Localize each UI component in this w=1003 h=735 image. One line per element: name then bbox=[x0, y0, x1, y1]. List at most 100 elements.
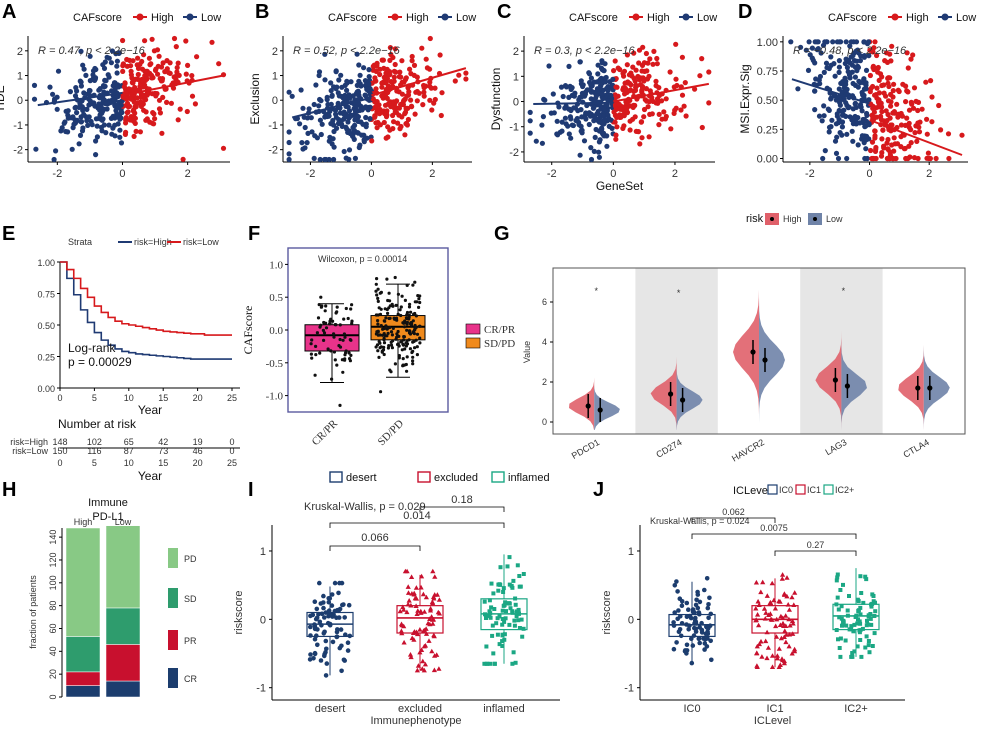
jitter-point bbox=[375, 293, 379, 297]
jitter-point bbox=[783, 632, 790, 637]
data-point bbox=[592, 97, 598, 103]
data-point bbox=[875, 64, 881, 71]
y-tick-label: -1 bbox=[13, 120, 23, 132]
data-point bbox=[632, 78, 638, 84]
jitter-point bbox=[756, 602, 762, 607]
jitter-point bbox=[376, 330, 380, 334]
y-axis-label: CAFscore bbox=[241, 306, 255, 355]
data-point bbox=[858, 53, 864, 59]
jitter-point bbox=[338, 627, 344, 632]
data-point bbox=[344, 113, 350, 119]
jitter-point bbox=[383, 319, 387, 323]
jitter-point bbox=[315, 331, 319, 335]
jitter-point bbox=[760, 579, 766, 585]
jitter-point bbox=[382, 352, 386, 357]
jitter-point bbox=[705, 636, 710, 641]
data-point bbox=[135, 55, 141, 61]
data-point bbox=[126, 86, 132, 92]
data-point bbox=[805, 67, 812, 73]
data-point bbox=[338, 72, 344, 78]
jitter-point bbox=[405, 283, 409, 287]
data-point bbox=[890, 94, 896, 100]
data-point bbox=[123, 120, 129, 126]
jitter-point bbox=[323, 309, 327, 313]
jitter-point bbox=[864, 577, 869, 582]
data-point bbox=[861, 76, 867, 82]
data-point bbox=[183, 71, 189, 77]
data-point bbox=[123, 129, 129, 135]
data-point bbox=[386, 100, 392, 106]
data-point bbox=[620, 70, 626, 76]
jitter-point bbox=[778, 635, 784, 641]
data-point bbox=[866, 53, 872, 59]
bar-Low-PR bbox=[105, 644, 141, 682]
data-point bbox=[328, 88, 334, 94]
legend-label-low: Low bbox=[201, 12, 221, 24]
jitter-point bbox=[500, 632, 505, 637]
y-axis-label: riskscore bbox=[233, 590, 245, 634]
jitter-point bbox=[697, 599, 703, 605]
data-point bbox=[595, 71, 601, 77]
data-point bbox=[578, 94, 585, 100]
data-point bbox=[403, 106, 409, 112]
jitter-point bbox=[515, 563, 520, 568]
jitter-point bbox=[405, 328, 409, 332]
y-tick-label: 0.50 bbox=[37, 321, 55, 331]
y-tick-label: 140 bbox=[48, 530, 58, 545]
jitter-point bbox=[404, 568, 410, 574]
data-point bbox=[393, 69, 399, 75]
data-point bbox=[923, 79, 929, 85]
jitter-point bbox=[376, 322, 380, 326]
data-point bbox=[602, 75, 609, 81]
data-point bbox=[302, 124, 308, 131]
jitter-point bbox=[492, 661, 497, 666]
jitter-point bbox=[859, 591, 864, 595]
legend-label-inflamed: inflamed bbox=[508, 472, 550, 484]
data-point bbox=[850, 80, 856, 87]
jitter-point bbox=[691, 633, 697, 638]
jitter-point bbox=[327, 612, 332, 617]
data-point bbox=[353, 114, 359, 120]
data-point bbox=[839, 124, 846, 130]
jitter-point bbox=[765, 645, 771, 650]
data-point bbox=[847, 60, 853, 66]
jitter-point bbox=[834, 578, 839, 583]
data-point bbox=[642, 68, 648, 74]
bar-Low-CR bbox=[105, 680, 141, 698]
jitter-point bbox=[423, 594, 429, 600]
data-point bbox=[144, 92, 150, 98]
y-tick-label: 2 bbox=[542, 377, 547, 387]
data-point bbox=[77, 132, 84, 138]
data-point bbox=[47, 84, 53, 90]
data-point bbox=[579, 114, 585, 120]
data-point bbox=[568, 135, 574, 141]
jitter-point bbox=[434, 652, 440, 657]
data-point bbox=[133, 128, 139, 134]
jitter-point bbox=[781, 660, 787, 666]
jitter-point bbox=[705, 605, 711, 611]
jitter-point bbox=[401, 639, 407, 645]
data-point bbox=[322, 77, 328, 83]
jitter-point bbox=[753, 579, 759, 585]
data-point bbox=[79, 104, 85, 110]
jitter-point bbox=[429, 648, 435, 654]
data-point bbox=[928, 78, 934, 84]
jitter-point bbox=[764, 629, 770, 635]
data-point bbox=[857, 58, 864, 64]
jitter-point bbox=[390, 302, 394, 306]
data-point bbox=[617, 114, 623, 120]
jitter-point bbox=[322, 615, 327, 620]
data-point bbox=[843, 113, 849, 119]
legend-label: CR/PR bbox=[484, 324, 516, 336]
jitter-point bbox=[321, 605, 326, 611]
data-point bbox=[80, 62, 86, 68]
data-point bbox=[556, 104, 562, 110]
jitter-point bbox=[513, 596, 518, 601]
jitter-point bbox=[334, 634, 340, 640]
jitter-point bbox=[836, 607, 841, 612]
jitter-point bbox=[416, 294, 420, 298]
jitter-point bbox=[411, 629, 418, 634]
data-point bbox=[639, 135, 645, 141]
jitter-point bbox=[388, 368, 392, 372]
data-point bbox=[568, 116, 574, 122]
